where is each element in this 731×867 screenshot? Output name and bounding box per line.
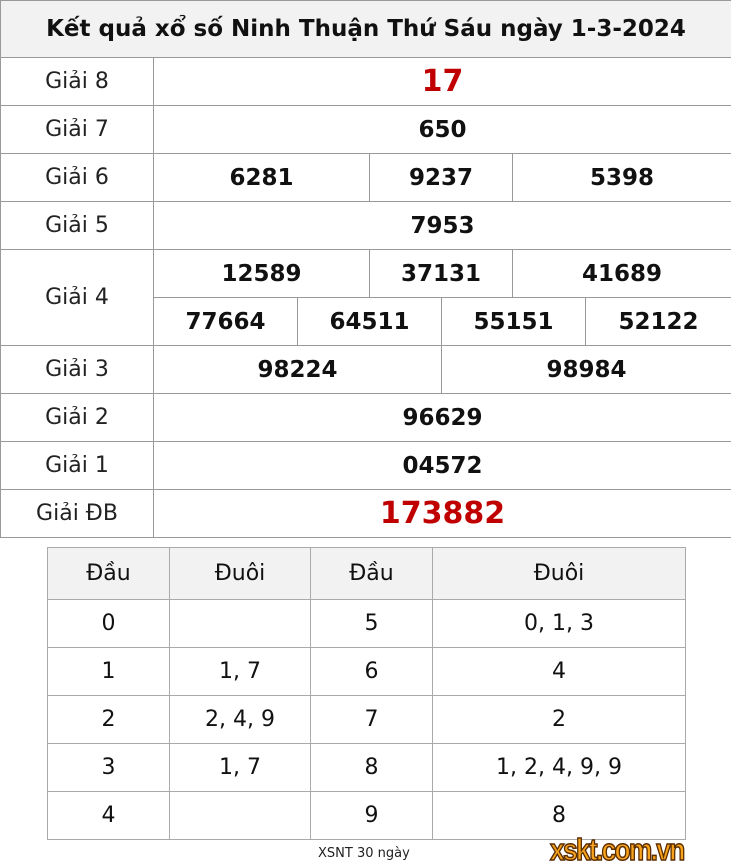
loto-cell: 2 [432,695,686,744]
loto-cell [169,791,311,840]
prize-label: Giải 5 [0,201,154,250]
page-title: Kết quả xổ số Ninh Thuận Thứ Sáu ngày 1-… [0,0,731,58]
loto-cell: 8 [432,791,686,840]
prize-label: Giải 2 [0,393,154,442]
prize-label: Giải 1 [0,441,154,490]
prize-row-special: Giải ĐB 173882 [0,489,731,538]
loto-cell: 4 [432,647,686,696]
loto-cell: 0, 1, 3 [432,599,686,648]
header-duoi: Đuôi [432,547,686,600]
prize-1-value: 04572 [152,441,731,490]
loto-cell: 0 [47,599,170,648]
prize-2-value: 96629 [152,393,731,442]
xsnt-30-days-link[interactable]: XSNT 30 ngày [318,846,410,861]
prize-3-value: 98224 [153,345,442,394]
prize-6-value: 9237 [369,153,513,202]
prize-label: Giải ĐB [0,489,154,538]
loto-row: 3 1, 7 8 1, 2, 4, 9, 9 [47,743,686,792]
loto-cell: 1, 7 [169,647,311,696]
prize-3-value: 98984 [440,345,731,394]
loto-cell: 7 [310,695,433,744]
prize-7-value: 650 [152,105,731,154]
prize-8-value: 17 [152,57,731,106]
loto-cell: 8 [310,743,433,792]
prize-4-value: 12589 [153,249,370,298]
prize-row-2: Giải 2 96629 [0,393,731,442]
loto-cell: 1, 7 [169,743,311,792]
prize-label: Giải 6 [0,153,154,202]
prize-4-value: 77664 [153,297,298,346]
loto-cell: 1, 2, 4, 9, 9 [432,743,686,792]
prize-4-value: 41689 [511,249,731,298]
loto-cell: 1 [47,647,170,696]
prize-label: Giải 8 [0,57,154,106]
loto-row: 0 5 0, 1, 3 [47,599,686,648]
prize-row-4: Giải 4 12589 37131 41689 [0,249,731,346]
loto-cell: 9 [310,791,433,840]
special-prize-value: 173882 [152,489,731,538]
prize-4-value: 37131 [369,249,513,298]
loto-cell: 3 [47,743,170,792]
header-duoi: Đuôi [169,547,311,600]
loto-cell: 5 [310,599,433,648]
prize-label: Giải 3 [0,345,154,394]
prize-4-value: 64511 [297,297,442,346]
loto-cell: 2, 4, 9 [169,695,311,744]
header-dau: Đầu [47,547,170,600]
prize-row-7: Giải 7 650 [0,105,731,154]
prize-6-value: 5398 [511,153,731,202]
loto-cell: 2 [47,695,170,744]
header-dau: Đầu [310,547,433,600]
loto-cell [169,599,311,648]
prize-6-value: 6281 [153,153,370,202]
prize-4-value: 55151 [441,297,586,346]
loto-table: Đầu Đuôi Đầu Đuôi 0 5 0, 1, 3 1 1, 7 6 4 2 2, 4,… [47,547,686,840]
loto-cell: 4 [47,791,170,840]
prize-row-8: Giải 8 17 [0,57,731,106]
prize-row-1: Giải 1 04572 [0,441,731,490]
prize-label: Giải 4 [0,249,154,346]
prize-5-value: 7953 [152,201,731,250]
results-table: Kết quả xổ số Ninh Thuận Thứ Sáu ngày 1-… [0,0,731,538]
prize-label: Giải 7 [0,105,154,154]
site-logo: xskt.com.vn [549,832,686,867]
prize-row-6: Giải 6 6281 9237 5398 [0,153,731,202]
prize-4-value: 52122 [584,297,731,346]
loto-header: Đầu Đuôi Đầu Đuôi [47,547,686,600]
prize-row-3: Giải 3 98224 98984 [0,345,731,394]
loto-cell: 6 [310,647,433,696]
prize-row-5: Giải 5 7953 [0,201,731,250]
